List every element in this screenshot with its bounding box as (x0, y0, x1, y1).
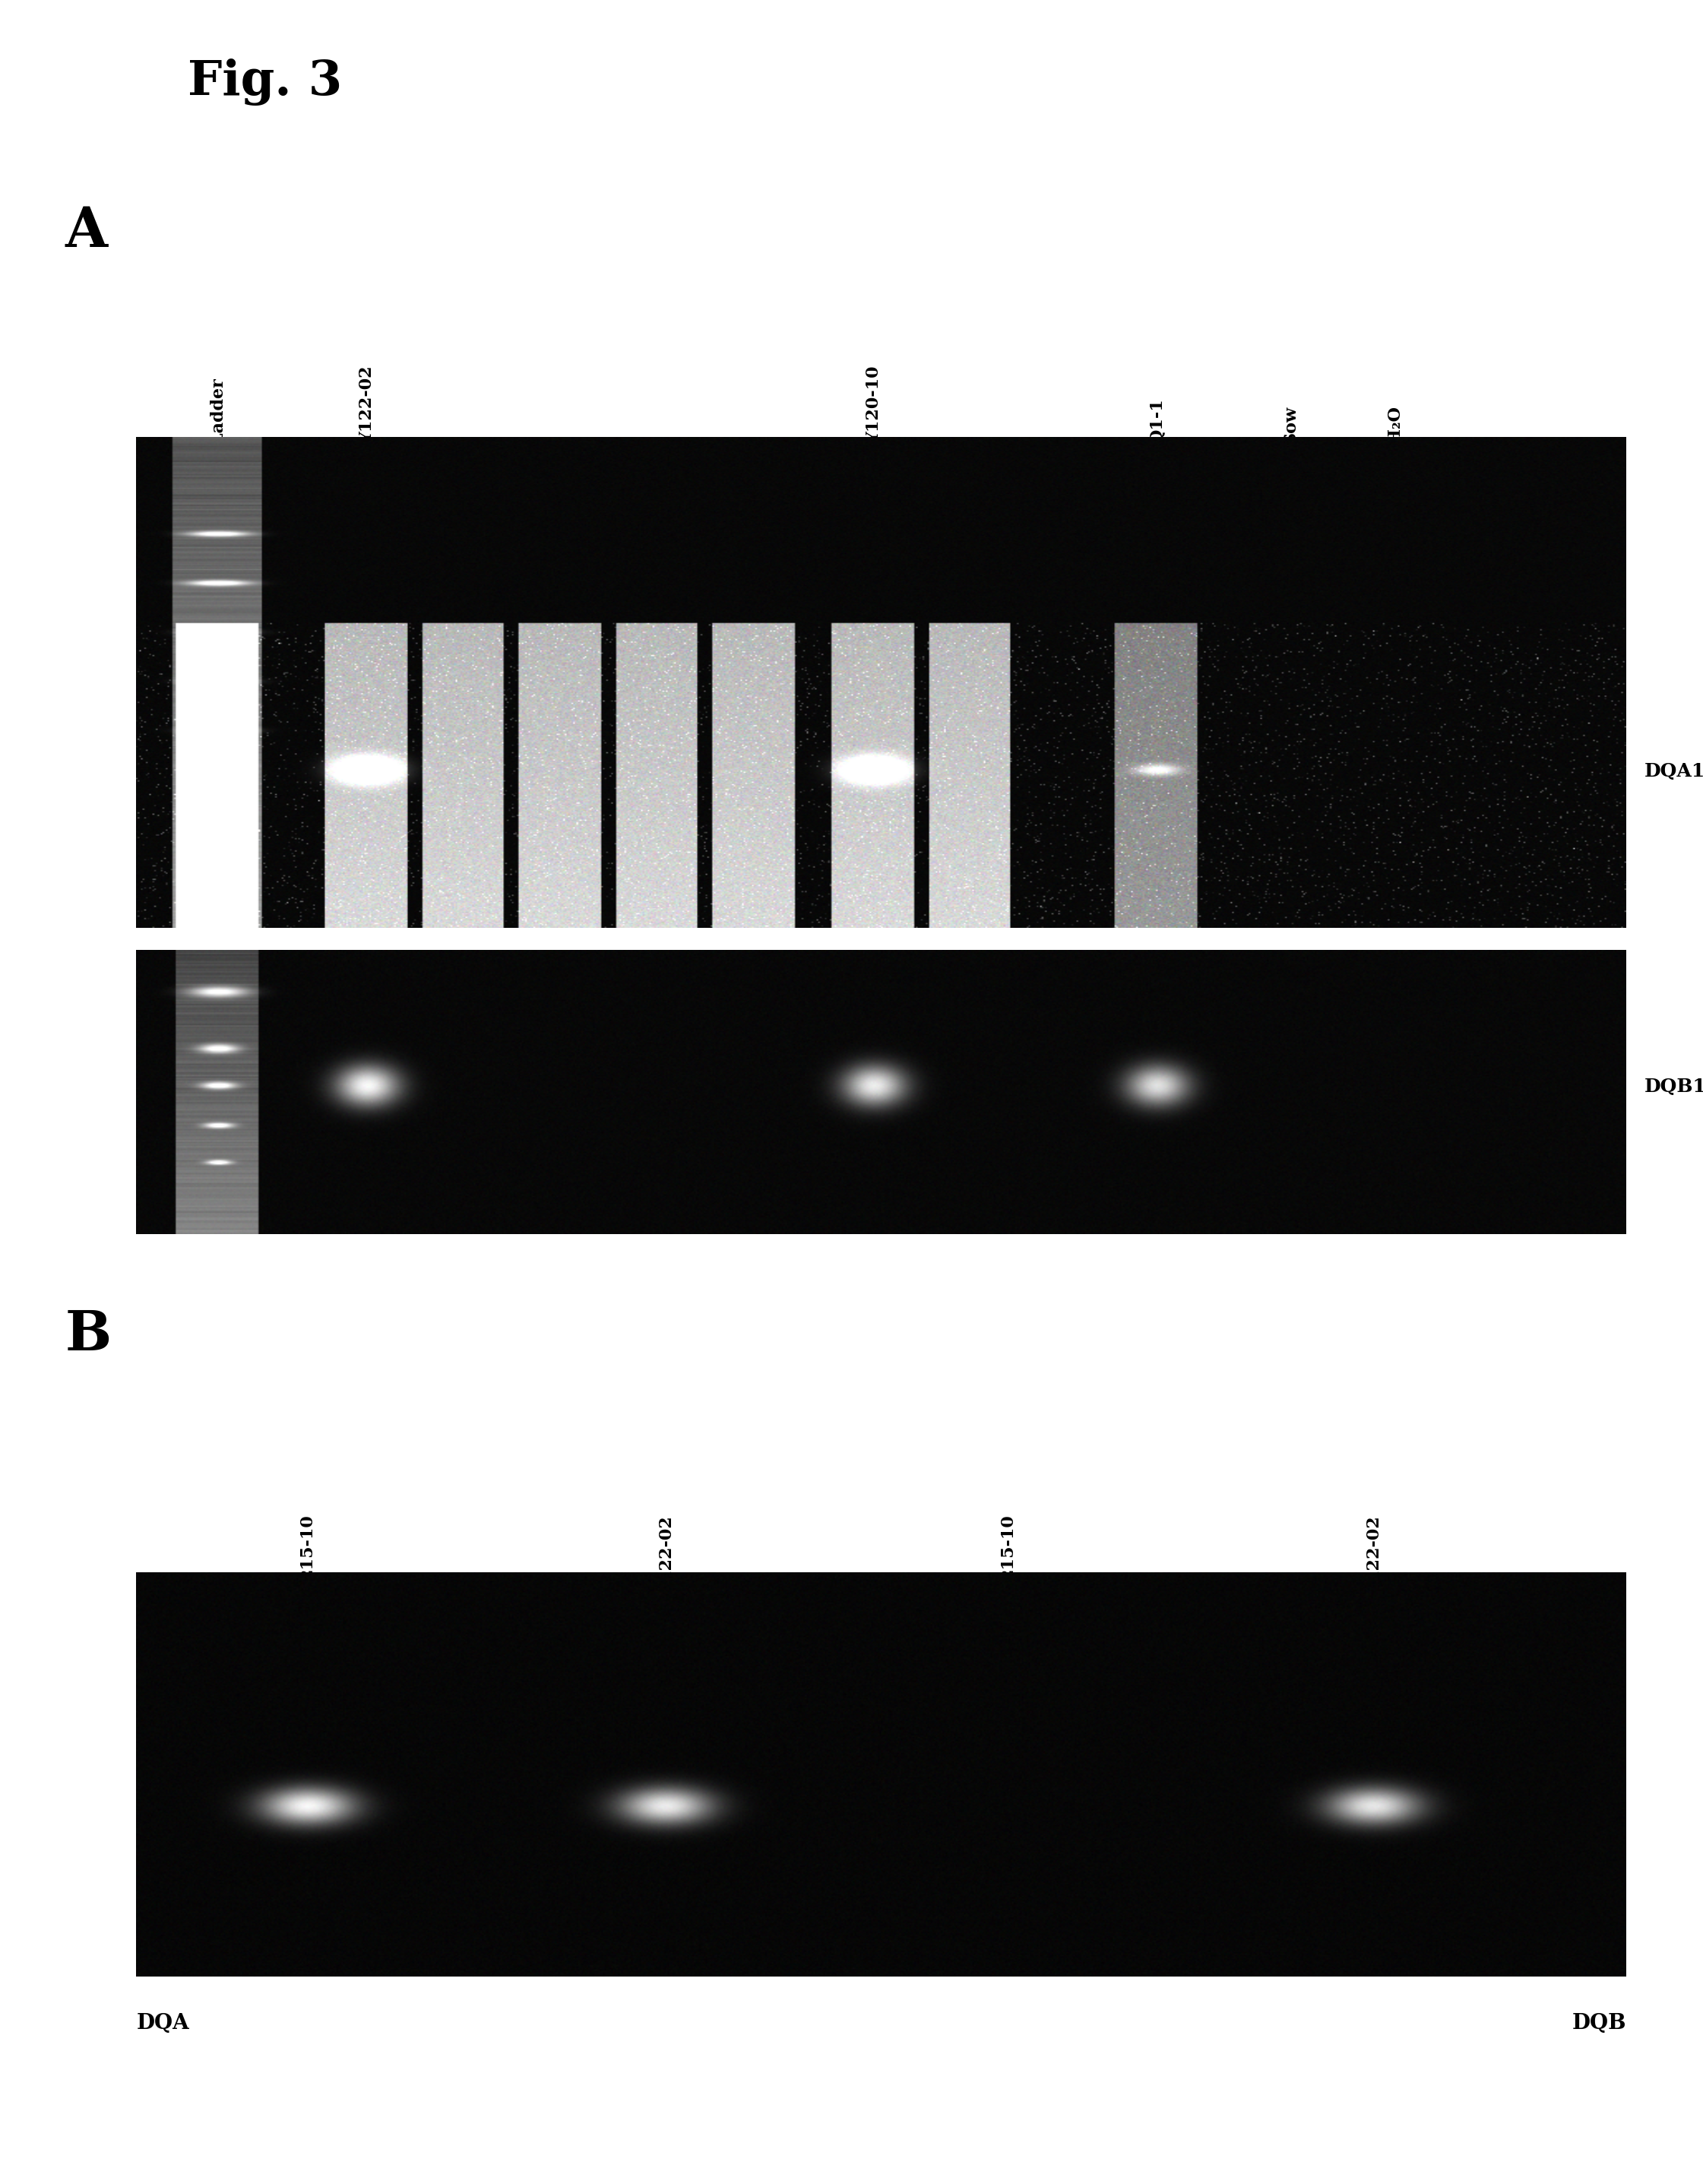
Text: DQB: DQB (1572, 2014, 1626, 2033)
Text: H₂O: H₂O (1386, 406, 1403, 443)
Text: 122-02: 122-02 (1364, 1514, 1381, 1579)
Text: B: B (65, 1308, 111, 1361)
Text: Sow: Sow (1282, 406, 1299, 443)
Text: 122-02: 122-02 (657, 1514, 674, 1579)
Text: DQA: DQA (136, 2014, 189, 2033)
Text: A: A (65, 205, 107, 258)
Text: Fig. 3: Fig. 3 (187, 59, 342, 105)
Text: Q1-1: Q1-1 (1148, 400, 1165, 443)
Text: 215-10: 215-10 (1000, 1514, 1017, 1579)
Text: Y122-02: Y122-02 (359, 367, 376, 443)
Text: 215-10: 215-10 (300, 1514, 317, 1579)
Text: DQA1: DQA1 (1645, 762, 1703, 780)
Text: DQB1: DQB1 (1645, 1077, 1703, 1096)
Text: Y120-10: Y120-10 (865, 367, 882, 443)
Text: Ladder: Ladder (209, 378, 226, 443)
